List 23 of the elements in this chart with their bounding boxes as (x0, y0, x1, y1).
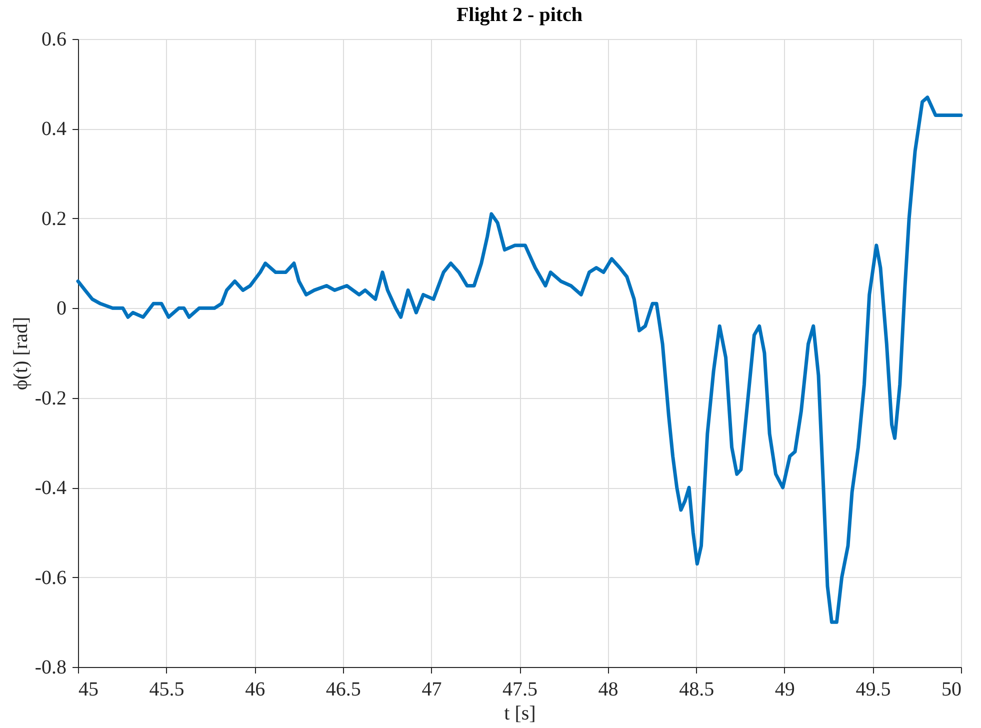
x-tick-label: 47 (422, 678, 442, 700)
x-tick-label: 45.5 (149, 678, 184, 700)
x-tick-label: 46 (245, 678, 266, 700)
x-tick-label: 49.5 (856, 678, 891, 700)
y-tick-label: -0.6 (34, 566, 66, 589)
y-tick-label: 0.4 (42, 118, 66, 140)
x-tick-label: 45 (78, 678, 98, 700)
y-tick-label: -0.2 (34, 387, 66, 410)
x-tick-label: 50 (942, 678, 962, 700)
x-tick-label: 48 (598, 678, 618, 700)
chart-title: Flight 2 - pitch (456, 4, 583, 26)
line-series (76, 96, 963, 624)
y-tick-label: 0 (56, 298, 66, 320)
y-tick-label: 0.6 (42, 28, 66, 50)
y-tick-label: 0.2 (42, 208, 66, 230)
x-tick-label: 49 (774, 678, 795, 700)
x-tick-label: 47.5 (502, 678, 538, 700)
x-tick-label: 48.5 (679, 678, 714, 700)
y-tick-label: -0.4 (34, 477, 66, 500)
x-tick-label: 46.5 (326, 678, 361, 700)
y-tick-label: -0.8 (34, 656, 66, 678)
y-axis-title: ϕ(t) [rad] (10, 316, 32, 390)
x-axis-title: t [s] (504, 702, 536, 724)
